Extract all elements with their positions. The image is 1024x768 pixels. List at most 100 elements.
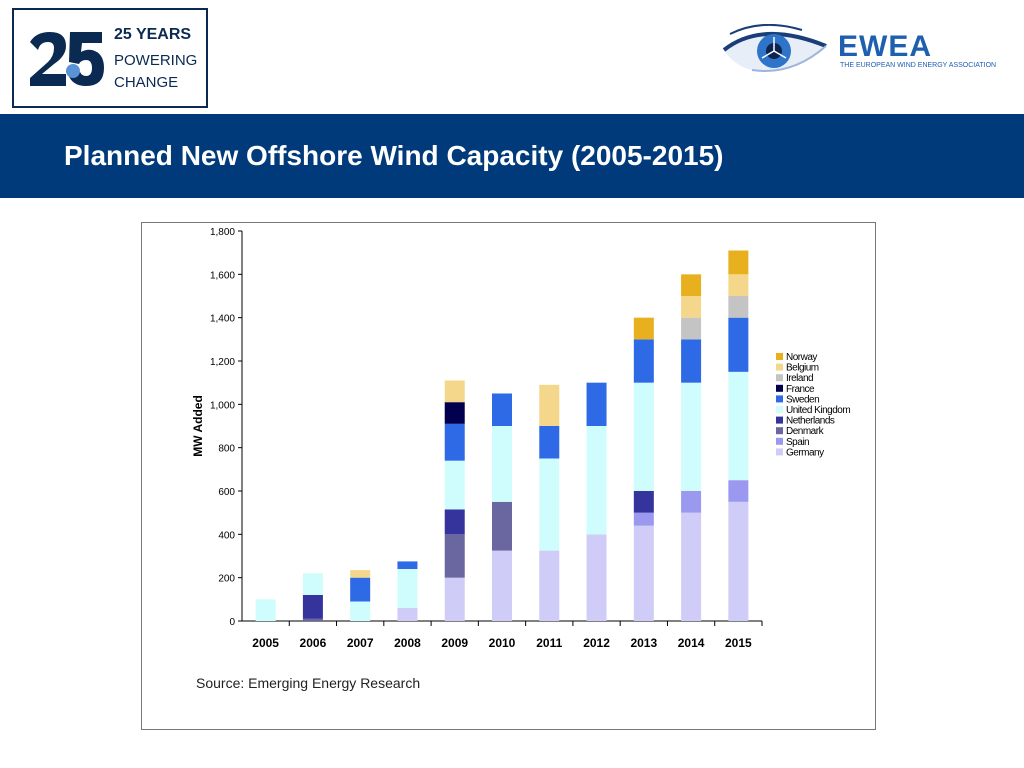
legend-swatch — [776, 437, 783, 445]
bar-germany — [728, 501, 749, 621]
x-tick-label: 2011 — [536, 636, 562, 650]
x-tick-label: 2015 — [725, 636, 752, 650]
logo-line-2: POWERING — [114, 52, 198, 69]
y-tick-label: 1,400 — [210, 314, 235, 325]
x-tick-label: 2006 — [300, 636, 327, 650]
bar-germany — [444, 577, 465, 621]
bar-denmark — [302, 618, 323, 621]
x-tick-label: 2007 — [347, 636, 374, 650]
bar-norway — [633, 317, 654, 340]
bar-belgium — [350, 570, 371, 578]
legend-label: Denmark — [786, 426, 825, 437]
bar-netherlands — [444, 509, 465, 535]
bar-sweden — [586, 382, 607, 426]
ewea-logo: EWEA THE EUROPEAN WIND ENERGY ASSOCIATIO… — [722, 22, 1002, 82]
x-tick-label: 2012 — [583, 636, 610, 650]
legend-swatch — [776, 384, 783, 392]
legend-swatch — [776, 406, 783, 413]
x-tick-label: 2014 — [678, 636, 705, 650]
bar-france — [444, 402, 465, 424]
bar-united-kingdom — [397, 569, 418, 608]
bar-united-kingdom — [255, 599, 276, 621]
bar-united-kingdom — [539, 458, 560, 551]
bar-germany — [681, 512, 702, 621]
legend-label: France — [786, 384, 815, 395]
bar-denmark — [492, 501, 512, 551]
legend-swatch — [776, 374, 783, 382]
legend-label: Norway — [786, 352, 817, 363]
bar-united-kingdom — [633, 382, 654, 491]
logo-25-mark-icon — [30, 32, 104, 86]
y-tick-label: 1,800 — [210, 227, 235, 238]
x-tick-label: 2005 — [252, 636, 279, 650]
legend-swatch — [776, 353, 783, 360]
bar-united-kingdom — [681, 382, 702, 491]
x-tick-label: 2008 — [394, 636, 421, 650]
legend-swatch — [776, 416, 783, 424]
brand-subtitle: THE EUROPEAN WIND ENERGY ASSOCIATION — [840, 62, 997, 69]
bar-spain — [728, 480, 749, 502]
x-tick-label: 2013 — [630, 636, 657, 650]
bar-netherlands — [302, 595, 323, 619]
y-tick-label: 800 — [218, 444, 235, 455]
logo-line-3: CHANGE — [114, 74, 179, 91]
bar-belgium — [728, 274, 749, 296]
y-tick-label: 1,000 — [210, 400, 235, 411]
bar-spain — [681, 491, 702, 513]
bar-sweden — [681, 339, 702, 383]
bar-ireland — [681, 317, 702, 340]
bar-netherlands — [633, 491, 654, 513]
legend-label: Netherlands — [786, 416, 835, 427]
y-tick-label: 1,600 — [210, 270, 235, 281]
y-tick-label: 1,200 — [210, 357, 235, 368]
y-tick-label: 0 — [229, 617, 235, 628]
legend-label: Spain — [786, 437, 809, 448]
bar-sweden — [397, 561, 418, 569]
legend-label: Germany — [786, 447, 824, 458]
bar-belgium — [681, 296, 702, 318]
bar-sweden — [492, 393, 512, 426]
bar-united-kingdom — [586, 426, 607, 535]
bar-germany — [492, 550, 512, 621]
logo-line-1: 25 YEARS — [114, 26, 192, 43]
bar-united-kingdom — [492, 426, 512, 502]
logo-25-years: 25 YEARS POWERING CHANGE — [12, 8, 208, 108]
legend-swatch — [776, 448, 783, 456]
legend-label: Belgium — [786, 363, 819, 374]
page-title: Planned New Offshore Wind Capacity (2005… — [64, 140, 724, 171]
bar-sweden — [539, 426, 560, 459]
x-tick-label: 2009 — [441, 636, 468, 650]
legend-label: Sweden — [786, 394, 819, 405]
eye-turbine-icon — [722, 24, 827, 72]
y-tick-label: 600 — [218, 487, 235, 498]
bar-ireland — [728, 296, 749, 318]
bar-united-kingdom — [444, 460, 465, 510]
bar-denmark — [444, 534, 465, 578]
bar-norway — [681, 274, 702, 296]
brand-name: EWEA — [838, 30, 932, 63]
legend-swatch — [776, 363, 783, 371]
x-tick-label: 2010 — [489, 636, 516, 650]
y-tick-label: 400 — [218, 530, 235, 541]
bar-belgium — [539, 384, 560, 426]
bar-sweden — [350, 577, 371, 602]
legend-swatch — [776, 395, 783, 403]
bar-germany — [397, 608, 418, 621]
legend-label: United Kingdom — [786, 405, 850, 416]
chart-container: 0 200 400 600 800 1,000 1,200 1,400 1,600 1,800 MW… — [141, 222, 876, 730]
bar-germany — [539, 550, 560, 621]
y-tick-label: 200 — [218, 574, 235, 585]
bar-united-kingdom — [302, 573, 323, 595]
bar-spain — [633, 512, 654, 526]
stacked-bar-chart: 0 200 400 600 800 1,000 1,200 1,400 1,600 1,800 MW… — [191, 227, 851, 650]
bar-norway — [728, 250, 749, 275]
bar-sweden — [728, 317, 749, 372]
bar-sweden — [633, 339, 654, 383]
legend-swatch — [776, 427, 783, 435]
legend-label: Ireland — [786, 373, 813, 384]
title-banner: Planned New Offshore Wind Capacity (2005… — [0, 114, 1024, 198]
bar-united-kingdom — [728, 371, 749, 481]
source-note: Source: Emerging Energy Research — [196, 675, 421, 691]
bar-belgium — [444, 380, 465, 403]
bar-sweden — [444, 423, 465, 461]
